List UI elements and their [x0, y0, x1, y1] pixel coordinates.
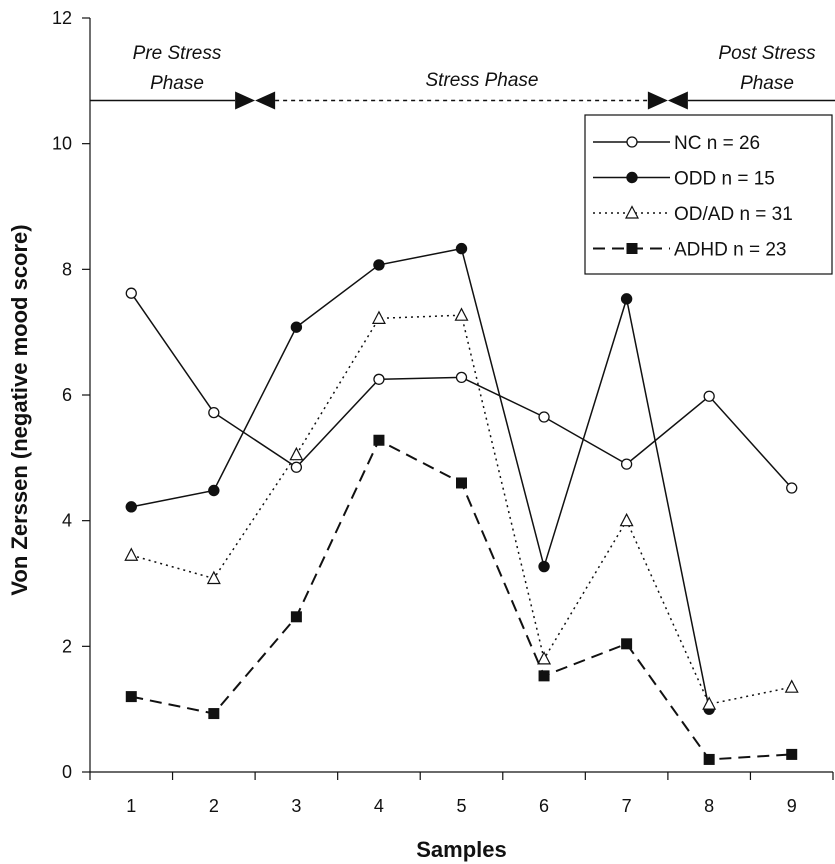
- data-point-odad: [537, 651, 552, 665]
- series-odad: [124, 307, 799, 710]
- x-axis-title: Samples: [416, 837, 507, 862]
- y-tick-label: 12: [52, 8, 72, 28]
- pre-stress-label-line2: Phase: [150, 73, 204, 94]
- x-tick-label: 7: [622, 796, 632, 816]
- x-tick-label: 5: [456, 796, 466, 816]
- series-adhd: [125, 434, 798, 765]
- y-tick-label: 2: [62, 636, 72, 656]
- data-point-nc: [786, 482, 798, 494]
- data-point-odd: [290, 321, 303, 333]
- legend-label-odad: OD/AD n = 31: [674, 204, 793, 225]
- legend-label-odd: ODD n = 15: [674, 169, 775, 190]
- data-point-adhd: [208, 708, 220, 720]
- data-point-odd: [538, 560, 550, 573]
- data-point-nc: [373, 373, 385, 385]
- data-point-odad: [454, 307, 469, 321]
- x-tick-label: 3: [291, 796, 301, 816]
- y-tick-label: 4: [62, 511, 72, 531]
- data-point-adhd: [703, 753, 715, 765]
- legend-marker-adhd: [626, 243, 638, 254]
- post-stress-label-line1: Post Stress: [718, 43, 816, 64]
- y-tick-label: 0: [62, 762, 72, 782]
- y-axis-title: Von Zerssen (negative mood score): [7, 224, 32, 595]
- data-point-odad: [206, 570, 221, 585]
- pre-stress-arrowhead: [235, 91, 256, 110]
- legend-marker-odad: [625, 205, 639, 219]
- data-point-nc: [125, 287, 137, 299]
- legend-label-adhd: ADHD n = 23: [674, 240, 786, 261]
- data-point-odad: [702, 696, 717, 710]
- stress-phase-label: Stress Phase: [426, 70, 539, 91]
- legend: NC n = 26 ODD n = 15 OD/AD n = 31 ADHD n = …: [584, 114, 833, 275]
- data-point-nc: [208, 406, 220, 419]
- x-tick-label: 1: [126, 796, 136, 816]
- data-point-nc: [538, 411, 550, 423]
- data-point-nc: [703, 390, 715, 402]
- data-point-nc: [455, 371, 468, 384]
- data-point-adhd: [538, 670, 550, 682]
- data-point-odad: [289, 446, 304, 461]
- data-point-adhd: [621, 638, 633, 650]
- data-point-odad: [124, 547, 139, 561]
- x-tick-label: 6: [539, 796, 549, 816]
- stress-start-arrowhead: [255, 91, 276, 110]
- series-odd: [125, 242, 715, 715]
- pre-stress-label-line1: Pre Stress: [133, 43, 222, 64]
- y-tick-label: 8: [62, 259, 72, 279]
- phase-annotations: Pre Stress Phase Stress Phase Post Stress Ph…: [90, 43, 835, 110]
- post-stress-label-line2: Phase: [740, 73, 794, 94]
- series-line-odd: [131, 247, 710, 710]
- post-stress-arrowhead: [667, 91, 688, 110]
- stress-end-arrowhead: [647, 91, 668, 110]
- data-point-adhd: [373, 434, 385, 446]
- data-point-odd: [373, 259, 385, 271]
- x-tick-label: 4: [374, 796, 384, 816]
- y-tick-label: 6: [62, 385, 72, 405]
- data-point-odd: [125, 501, 137, 513]
- series-layer: [124, 242, 799, 765]
- data-point-adhd: [290, 611, 302, 623]
- data-point-odd: [208, 484, 220, 497]
- legend-marker-nc: [626, 136, 638, 148]
- legend-marker-odd: [626, 171, 638, 184]
- data-point-nc: [620, 458, 633, 470]
- x-tick-label: 2: [209, 796, 219, 816]
- data-point-nc: [290, 461, 303, 473]
- x-tick-label: 8: [704, 796, 714, 816]
- data-point-adhd: [125, 691, 137, 703]
- x-tick-label: 9: [787, 796, 797, 816]
- data-point-odad: [619, 512, 634, 527]
- y-tick-label: 10: [52, 134, 72, 154]
- data-point-odd: [620, 293, 633, 305]
- data-point-odad: [784, 679, 799, 693]
- data-point-adhd: [456, 477, 467, 489]
- series-nc: [125, 287, 798, 494]
- data-point-odd: [455, 242, 468, 255]
- data-point-odad: [371, 310, 386, 324]
- legend-label-nc: NC n = 26: [674, 133, 760, 154]
- data-point-adhd: [786, 748, 798, 760]
